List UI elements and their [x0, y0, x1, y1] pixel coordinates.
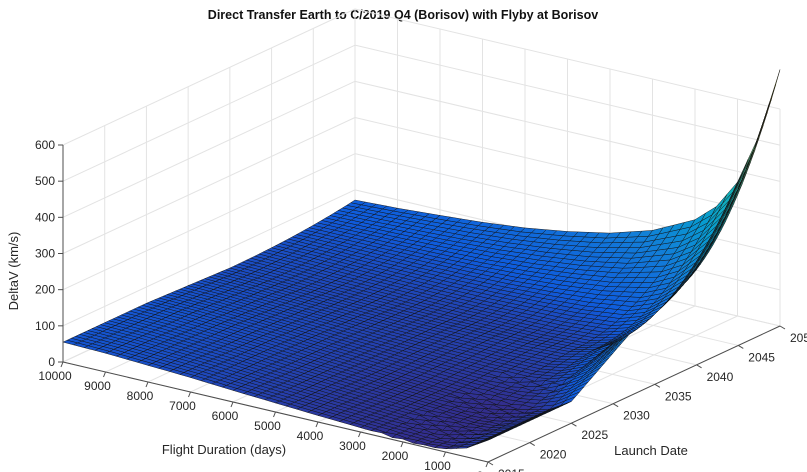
x-tick-mark [529, 442, 535, 447]
x-tick-mark [654, 383, 661, 388]
x-tick-label: 2035 [665, 389, 692, 403]
z-tick-label: 300 [35, 247, 55, 261]
y-tick-label: 4000 [297, 429, 324, 443]
y-tick-mark [485, 461, 489, 468]
y-tick-mark [60, 361, 64, 368]
axes [58, 144, 786, 468]
gridline-back-wall [62, 189, 356, 327]
z-tick-label: 100 [35, 319, 55, 333]
y-tick-label: 3000 [339, 439, 366, 453]
y-tick-mark [273, 411, 276, 418]
y-tick-label: 2000 [382, 449, 409, 463]
z-axis-label: DeltaV (km/s) [6, 232, 21, 311]
x-tick-mark [738, 344, 744, 349]
surface [62, 69, 781, 450]
z-tick-label: 200 [35, 283, 55, 297]
chart-title: Direct Transfer Earth to C/2019 Q4 (Bori… [208, 8, 598, 22]
x-tick-label: 2020 [540, 448, 567, 462]
x-tick-label: 2025 [581, 428, 608, 442]
x-tick-mark [571, 422, 577, 427]
x-tick-mark [779, 325, 786, 330]
y-tick-label: 0 [477, 469, 484, 472]
y-tick-label: 7000 [169, 399, 196, 413]
y-tick-mark [358, 431, 361, 438]
x-tick-label: 2050 [790, 331, 807, 345]
x-tick-mark [696, 364, 702, 369]
gridline-back-wall [62, 8, 356, 146]
y-axis-label: Flight Duration (days) [162, 442, 286, 457]
y-tick-label: 6000 [212, 409, 239, 423]
x-tick-label: 2045 [748, 350, 775, 364]
z-tick-label: 500 [35, 174, 55, 188]
y-tick-label: 5000 [254, 419, 281, 433]
x-tick-mark [487, 461, 494, 466]
x-tick-mark [612, 403, 619, 408]
gridline-back-wall [62, 153, 356, 291]
y-tick-mark [145, 381, 149, 388]
tick-labels: 0100200300400500600010002000300040005000… [35, 138, 807, 472]
z-tick-label: 400 [35, 210, 55, 224]
x-axis-line [487, 325, 781, 463]
y-tick-label: 9000 [84, 379, 111, 393]
y-tick-mark [230, 401, 234, 408]
gridline-back-wall [62, 44, 356, 182]
y-tick-mark [443, 451, 446, 458]
gridline-back-wall [62, 80, 356, 218]
y-tick-label: 8000 [127, 389, 154, 403]
x-tick-label: 2030 [623, 409, 650, 423]
y-tick-label: 10000 [38, 369, 72, 383]
surface-face [764, 69, 781, 116]
x-tick-label: 2015 [498, 467, 525, 472]
x-tick-label: 2040 [707, 370, 734, 384]
y-tick-mark [400, 441, 404, 448]
z-tick-label: 0 [48, 355, 55, 369]
z-tick-label: 600 [35, 138, 55, 152]
y-tick-label: 1000 [424, 459, 451, 472]
gridline-back-wall [62, 117, 356, 254]
x-axis-label: Launch Date [614, 443, 688, 458]
y-tick-mark [188, 391, 191, 398]
y-tick-mark [315, 421, 319, 428]
y-tick-mark [103, 371, 106, 378]
